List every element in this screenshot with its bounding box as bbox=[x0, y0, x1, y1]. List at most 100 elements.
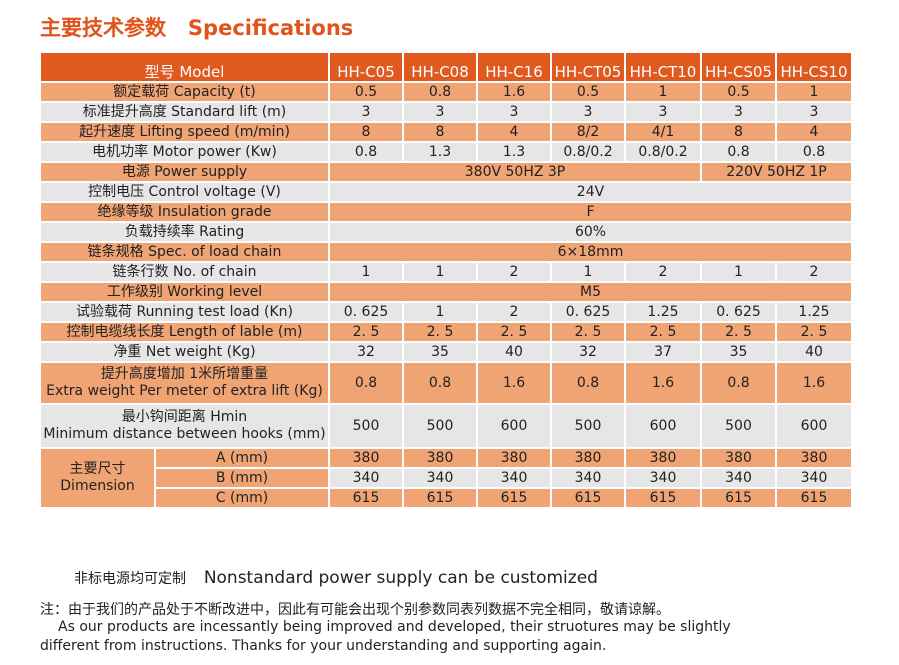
cell: 0. 625 bbox=[550, 301, 626, 323]
row-label: B (mm) bbox=[154, 467, 330, 489]
row-label: 提升高度增加 1米所增重量 Extra weight Per meter of e… bbox=[39, 361, 330, 405]
table-row: 绝缘等级 Insulation grade F bbox=[39, 201, 853, 223]
row-label: 负载持续率 Rating bbox=[39, 221, 330, 243]
cell: 615 bbox=[328, 487, 404, 509]
dimension-row: C (mm) 615 615 615 615 615 615 615 bbox=[40, 487, 853, 509]
cell: 40 bbox=[476, 341, 552, 363]
cell: 3 bbox=[700, 101, 777, 123]
model-header: HH-CS05 bbox=[700, 51, 777, 83]
label-cn: 主要尺寸 bbox=[69, 461, 126, 477]
cell: 3 bbox=[550, 101, 626, 123]
cell: 380 bbox=[700, 447, 777, 469]
table-row: 电源 Power supply 380V 50HZ 3P 220V 50HZ 1P bbox=[39, 161, 853, 183]
cell: 37 bbox=[624, 341, 702, 363]
model-header: HH-C16 bbox=[476, 51, 552, 83]
table-row: 电机功率 Motor power (Kw) 0.8 1.3 1.3 0.8/0.2 0.8… bbox=[39, 141, 853, 163]
cell: 0. 625 bbox=[328, 301, 404, 323]
cell: 0.8 bbox=[328, 141, 404, 163]
row-label: 工作级别 Working level bbox=[39, 281, 330, 303]
cell: 4 bbox=[476, 121, 552, 143]
row-label: 电机功率 Motor power (Kw) bbox=[39, 141, 330, 163]
row-label: A (mm) bbox=[154, 447, 330, 469]
cell: 3 bbox=[328, 101, 404, 123]
row-label: 起升速度 Lifting speed (m/min) bbox=[39, 121, 330, 143]
cell: 380V 50HZ 3P bbox=[328, 161, 702, 183]
cell: 2. 5 bbox=[624, 321, 702, 343]
cell: 1.6 bbox=[775, 361, 853, 405]
table-row: 额定载荷 Capacity (t) 0.5 0.8 1.6 0.5 1 0.5 1 bbox=[39, 81, 853, 103]
cell: 1 bbox=[402, 261, 478, 283]
cell: 2 bbox=[476, 261, 552, 283]
cell: 615 bbox=[624, 487, 702, 509]
row-label: 净重 Net weight (Kg) bbox=[39, 341, 330, 363]
model-header: HH-CS10 bbox=[775, 51, 853, 83]
cell: 380 bbox=[775, 447, 853, 469]
cell: 380 bbox=[624, 447, 702, 469]
row-label: 标准提升高度 Standard lift (m) bbox=[39, 101, 330, 123]
cell: 4/1 bbox=[624, 121, 702, 143]
cell: 32 bbox=[550, 341, 626, 363]
row-label: C (mm) bbox=[154, 487, 330, 509]
note-en-2: different from instructions. Thanks for … bbox=[40, 638, 607, 654]
table-row: 标准提升高度 Standard lift (m) 3 3 3 3 3 3 3 bbox=[39, 101, 853, 123]
cell: 500 bbox=[700, 403, 777, 449]
page-title: 主要技术参数 Specifications bbox=[40, 16, 354, 40]
cell: 32 bbox=[328, 341, 404, 363]
cell: 0.8/0.2 bbox=[550, 141, 626, 163]
header-label: 型号 Model bbox=[39, 51, 330, 83]
cell: 340 bbox=[476, 467, 552, 489]
cell: 35 bbox=[700, 341, 777, 363]
cell: 2. 5 bbox=[700, 321, 777, 343]
cell: M5 bbox=[328, 281, 853, 303]
cell: 1.3 bbox=[402, 141, 478, 163]
cell: 615 bbox=[402, 487, 478, 509]
cell: 35 bbox=[402, 341, 478, 363]
cell: 380 bbox=[402, 447, 478, 469]
table-row: 净重 Net weight (Kg) 32 35 40 32 37 35 40 bbox=[39, 341, 853, 363]
dimension-label: 主要尺寸 Dimension bbox=[39, 447, 156, 509]
cell: 615 bbox=[700, 487, 777, 509]
table-row: 起升速度 Lifting speed (m/min) 8 8 4 8/2 4/1 8 4 bbox=[39, 121, 853, 143]
row-label: 电源 Power supply bbox=[39, 161, 330, 183]
note-cn: 注：由于我们的产品处于不断改进中，因此有可能会出现个别参数同表列数据不完全相同，… bbox=[40, 602, 670, 618]
cell: 500 bbox=[550, 403, 626, 449]
cell: 2 bbox=[476, 301, 552, 323]
cell: 380 bbox=[550, 447, 626, 469]
cell: 340 bbox=[775, 467, 853, 489]
cell: 600 bbox=[624, 403, 702, 449]
cell: 3 bbox=[402, 101, 478, 123]
cell: 8 bbox=[328, 121, 404, 143]
row-label: 控制电缆线长度 Length of lable (m) bbox=[39, 321, 330, 343]
cell: 0.8/0.2 bbox=[624, 141, 702, 163]
note-en-1: As our products are incessantly being im… bbox=[58, 619, 731, 635]
row-label: 链条规格 Spec. of load chain bbox=[39, 241, 330, 263]
cell: 220V 50HZ 1P bbox=[700, 161, 853, 183]
cell: 8 bbox=[700, 121, 777, 143]
cell: 2. 5 bbox=[402, 321, 478, 343]
model-header: HH-C08 bbox=[402, 51, 478, 83]
cell: 0.5 bbox=[328, 81, 404, 103]
label-en: Extra weight Per meter of extra lift (Kg… bbox=[46, 383, 323, 399]
dimension-row: 主要尺寸 Dimension A (mm) 380 380 380 380 380 380 380 bbox=[39, 447, 853, 509]
model-header: HH-CT10 bbox=[624, 51, 702, 83]
label-en: Dimension bbox=[60, 478, 135, 494]
cell: 24V bbox=[328, 181, 853, 203]
cell: 1.6 bbox=[624, 361, 702, 405]
cell: 2 bbox=[624, 261, 702, 283]
cell: 8/2 bbox=[550, 121, 626, 143]
cell: 6×18mm bbox=[328, 241, 853, 263]
table-row: 链条规格 Spec. of load chain 6×18mm bbox=[39, 241, 853, 263]
cell: 1.25 bbox=[624, 301, 702, 323]
cell: 340 bbox=[624, 467, 702, 489]
cell: 0.8 bbox=[700, 141, 777, 163]
cell: F bbox=[328, 201, 853, 223]
cell: 380 bbox=[476, 447, 552, 469]
table-row: 提升高度增加 1米所增重量 Extra weight Per meter of e… bbox=[39, 361, 853, 405]
table-row: 试验载荷 Running test load (Kn) 0. 625 1 2 0. 62… bbox=[39, 301, 853, 323]
cell: 0.8 bbox=[775, 141, 853, 163]
label-en: Minimum distance between hooks (mm) bbox=[43, 426, 326, 442]
cell: 500 bbox=[328, 403, 404, 449]
model-header: HH-CT05 bbox=[550, 51, 626, 83]
cell: 0. 625 bbox=[700, 301, 777, 323]
cell: 340 bbox=[550, 467, 626, 489]
